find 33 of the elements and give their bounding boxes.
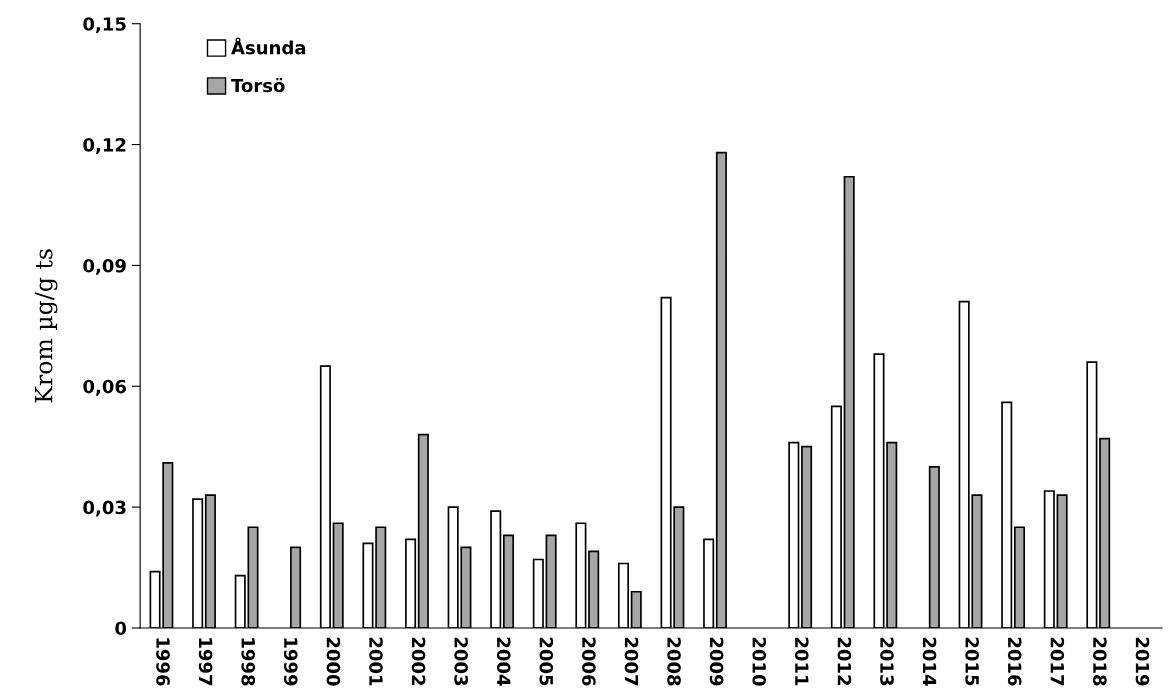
legend-label: Åsunda bbox=[231, 37, 306, 55]
x-tick-label: 2014 bbox=[922, 637, 937, 686]
y-tick-label: 0,09 bbox=[83, 258, 126, 275]
x-tick-label: 2008 bbox=[667, 637, 681, 686]
x-tick-label: 1998 bbox=[241, 638, 256, 686]
y-axis-title: Krom µg/g ts bbox=[34, 249, 58, 403]
x-tick-label: 2016 bbox=[1007, 637, 1022, 686]
x-tick-label: 2010 bbox=[752, 637, 767, 686]
x-tick-label: 1996 bbox=[156, 638, 170, 686]
x-tick-label: 2019 bbox=[1135, 637, 1150, 686]
x-tick-label: 2006 bbox=[582, 637, 596, 686]
x-tick-label: 1999 bbox=[283, 638, 298, 686]
x-tick-label: 2007 bbox=[624, 637, 639, 686]
x-tick-label: 2009 bbox=[709, 637, 724, 686]
y-tick-label: 0,06 bbox=[83, 379, 126, 396]
x-tick-label: 2018 bbox=[1093, 637, 1107, 686]
y-tick-label: 0,15 bbox=[83, 17, 126, 34]
x-tick-label: 1997 bbox=[198, 638, 213, 686]
x-tick-label: 2002 bbox=[411, 637, 426, 686]
x-tick-label: 2005 bbox=[539, 637, 554, 686]
y-tick-label: 0,03 bbox=[83, 500, 126, 517]
x-tick-label: 2000 bbox=[326, 637, 341, 686]
x-tick-label: 2004 bbox=[496, 637, 511, 686]
y-tick-label: 0,12 bbox=[83, 138, 126, 154]
x-tick-label: 2003 bbox=[454, 637, 468, 686]
x-tick-label: 2017 bbox=[1050, 637, 1065, 686]
x-tick-label: 2015 bbox=[965, 637, 979, 686]
legend-label: Torsö bbox=[231, 78, 285, 93]
x-tick-label: 2012 bbox=[837, 637, 852, 686]
x-tick-label: 2011 bbox=[794, 637, 809, 686]
x-tick-label: 2013 bbox=[880, 637, 894, 686]
y-tick-label: 0 bbox=[115, 621, 127, 636]
x-tick-label: 2001 bbox=[369, 637, 383, 686]
